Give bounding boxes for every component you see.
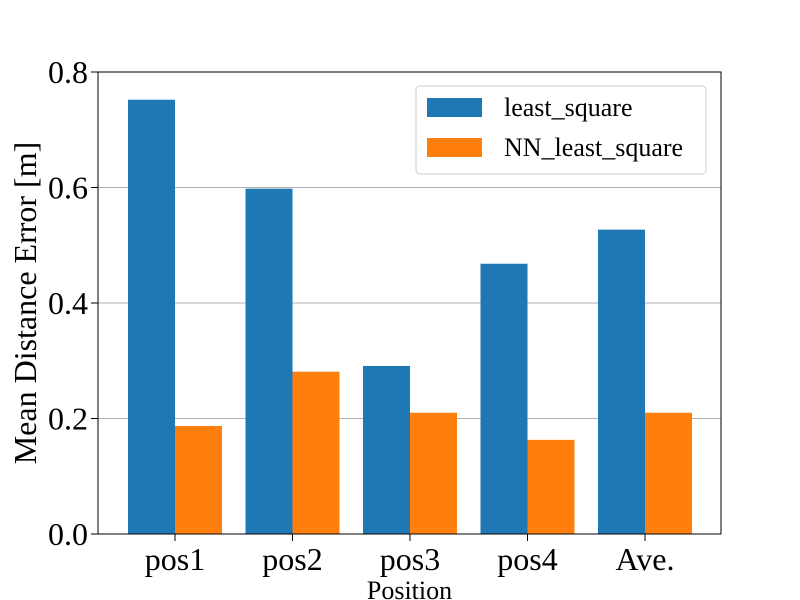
legend-label: NN_least_square [504, 133, 683, 162]
legend: least_square NN_least_square [415, 85, 707, 175]
bar-least-square-2 [363, 365, 410, 534]
x-tick-label: pos2 [262, 541, 322, 577]
x-tick-label: pos3 [380, 541, 440, 577]
bar-NN-least-square-3 [527, 439, 575, 534]
bar-NN-least-square-1 [292, 371, 340, 534]
y-tick-label: 0.4 [48, 285, 88, 321]
y-axis: 0.0 0.2 0.4 0.6 0.8 [48, 54, 98, 552]
x-axis-label: Position [367, 576, 452, 600]
y-tick-label: 0.0 [48, 516, 88, 552]
y-tick-label: 0.8 [48, 54, 88, 90]
bar-least-square-4 [598, 229, 645, 534]
x-axis: pos1 pos2 pos3 pos4 Ave. [145, 534, 675, 577]
bar-NN-least-square-4 [645, 412, 692, 534]
bars [128, 99, 692, 534]
bar-NN-least-square-0 [175, 426, 222, 534]
legend-box [415, 85, 707, 175]
bar-least-square-0 [128, 99, 175, 534]
y-axis-label: Mean Distance Error [m] [7, 142, 43, 465]
y-tick-label: 0.2 [48, 401, 88, 437]
x-tick-label: pos1 [145, 541, 205, 577]
y-tick-label: 0.6 [48, 170, 88, 206]
x-tick-label: Ave. [616, 541, 675, 577]
bar-NN-least-square-2 [410, 412, 457, 534]
legend-label: least_square [504, 93, 633, 122]
legend-swatch [427, 138, 482, 157]
legend-swatch [427, 98, 482, 117]
x-tick-label: pos4 [497, 541, 557, 577]
bar-least-square-3 [480, 263, 528, 534]
bar-least-square-1 [245, 188, 293, 534]
